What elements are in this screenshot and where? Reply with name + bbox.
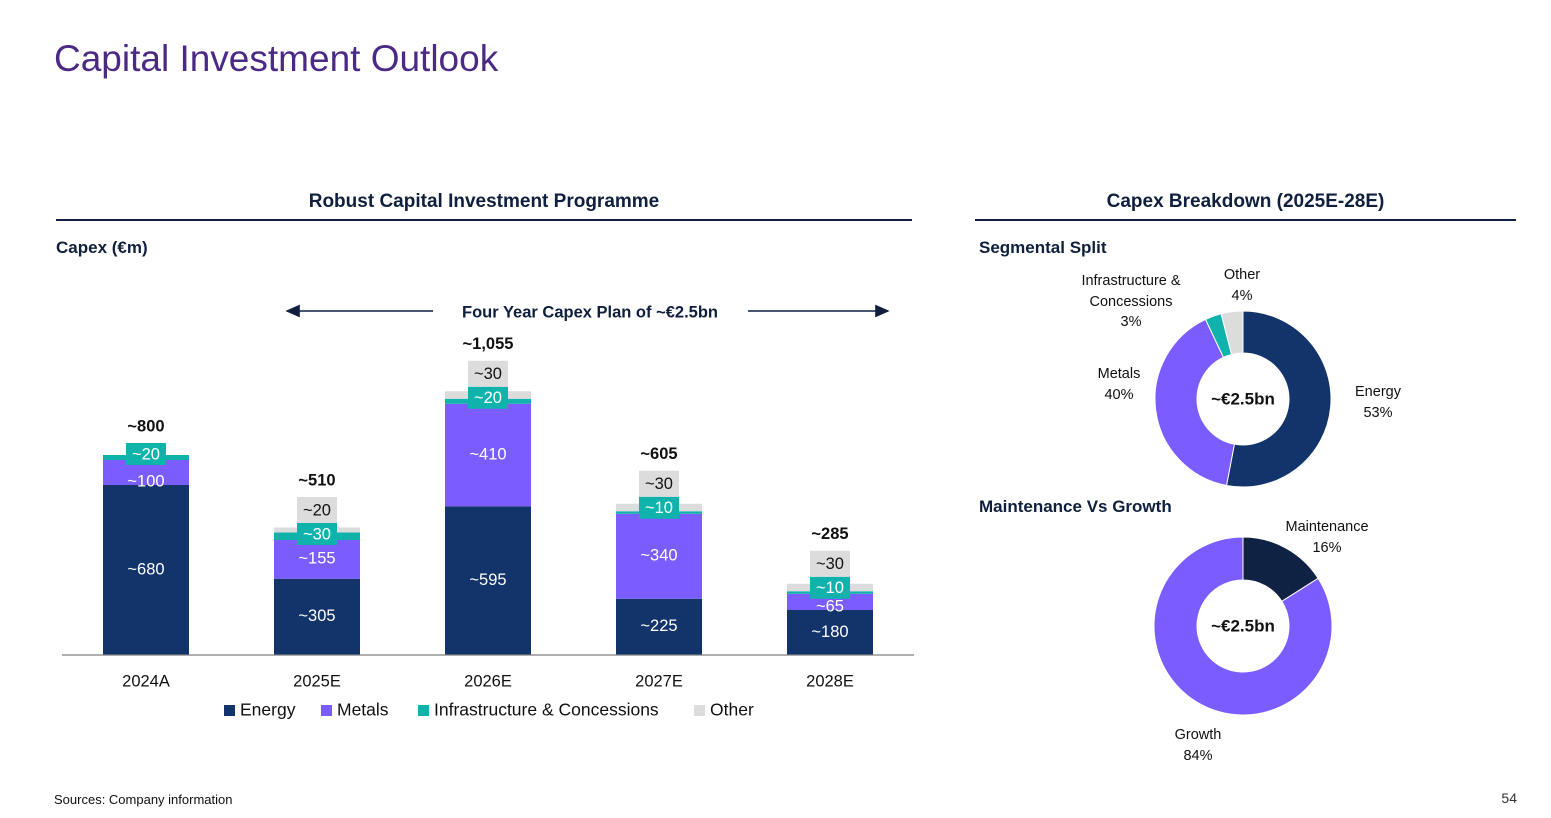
legend-label-metals: Metals xyxy=(337,700,389,720)
page-number: 54 xyxy=(1501,790,1517,806)
label-metals-2025e: ~155 xyxy=(298,550,335,568)
mg-growth-percent: 84% xyxy=(1183,748,1212,764)
infra-label-box-2025e xyxy=(297,523,337,545)
label-energy-2026e: ~595 xyxy=(469,571,506,589)
x-tick-2024a: 2024A xyxy=(122,672,170,690)
other-label-box-2027e xyxy=(639,470,679,497)
label-other-2028e: ~30 xyxy=(816,555,844,573)
segmental-metals-label: Metals xyxy=(1098,366,1141,382)
donut-slice-energy xyxy=(1225,310,1332,488)
infra-label-box-2027e xyxy=(639,496,679,519)
segmental-infra-percent: 3% xyxy=(1121,314,1142,330)
footer-source: Sources: Company information xyxy=(54,792,233,807)
legend-swatch-other xyxy=(694,705,705,716)
other-label-box-2026e xyxy=(468,360,508,387)
bar-energy-2024a xyxy=(103,485,189,655)
infra-label-box-2026e xyxy=(468,386,508,409)
total-label-2027e: ~605 xyxy=(640,445,677,463)
breakdown-heading: Capex Breakdown (2025E-28E) xyxy=(1106,191,1385,212)
x-tick-2027e: 2027E xyxy=(635,672,683,690)
total-label-2026e: ~1,055 xyxy=(463,335,514,353)
total-label-2028e: ~285 xyxy=(811,525,848,543)
label-energy-2028e: ~180 xyxy=(811,623,848,641)
infra-label-box-2028e xyxy=(810,576,850,599)
maintenance-growth-donut: ~€2.5bn Maintenance 16% Growth 84% xyxy=(1153,519,1369,764)
x-tick-2028e: 2028E xyxy=(806,672,854,690)
label-metals-2028e: ~65 xyxy=(816,597,844,615)
segmental-energy-label: Energy xyxy=(1355,384,1402,400)
label-other-2025e: ~20 xyxy=(303,501,331,519)
label-energy-2025e: ~305 xyxy=(298,607,335,625)
segmental-center-label: ~€2.5bn xyxy=(1211,389,1275,408)
label-metals-2027e: ~340 xyxy=(640,547,677,565)
bar-energy-2028e xyxy=(787,610,873,655)
plan-arrow-text: Four Year Capex Plan of ~€2.5bn xyxy=(462,303,718,321)
capex-unit-label: Capex (€m) xyxy=(56,238,148,257)
label-metals-2024a: ~100 xyxy=(127,472,164,490)
label-other-2026e: ~30 xyxy=(474,365,502,383)
bar-chart-heading: Robust Capital Investment Programme xyxy=(308,191,660,212)
other-label-box-2028e xyxy=(810,550,850,577)
label-infra-2027e: ~10 xyxy=(645,499,673,517)
segmental-energy-percent: 53% xyxy=(1363,405,1392,421)
legend-label-energy: Energy xyxy=(240,700,296,720)
x-tick-2026e: 2026E xyxy=(464,672,512,690)
total-label-2025e: ~510 xyxy=(298,471,335,489)
label-metals-2026e: ~410 xyxy=(469,445,506,463)
bar-metals-2028e xyxy=(787,593,873,610)
label-infra-2025e: ~30 xyxy=(303,525,331,543)
legend-label-infra: Infrastructure & Concessions xyxy=(434,700,659,720)
bar-energy-2025e xyxy=(274,578,360,655)
segmental-metals-percent: 40% xyxy=(1104,387,1133,403)
legend-swatch-energy xyxy=(224,705,235,716)
label-energy-2027e: ~225 xyxy=(640,617,677,635)
bar-metals-2027e xyxy=(616,513,702,599)
bar-energy-2026e xyxy=(445,506,531,655)
label-other-2027e: ~30 xyxy=(645,475,673,493)
legend-swatch-infra xyxy=(418,705,429,716)
donut-slice-growth xyxy=(1153,536,1333,716)
segmental-infra-label: Infrastructure & xyxy=(1081,273,1180,289)
stacked-bar-chart: Four Year Capex Plan of ~€2.5bn ~680 ~100… xyxy=(62,303,914,720)
legend-label-other: Other xyxy=(710,700,754,720)
segmental-other-label: Other xyxy=(1224,267,1260,283)
infra-label-box-2024a xyxy=(126,443,166,465)
segmental-other-percent: 4% xyxy=(1232,288,1253,304)
label-infra-2026e: ~20 xyxy=(474,389,502,407)
right-heading-rule xyxy=(975,219,1516,221)
donut-slice-metals xyxy=(1154,318,1235,487)
label-energy-2024a: ~680 xyxy=(127,560,164,578)
page-title: Capital Investment Outlook xyxy=(54,38,499,79)
donut-slice-other xyxy=(1220,310,1244,356)
mg-center-label: ~€2.5bn xyxy=(1211,616,1275,635)
segmental-split-title: Segmental Split xyxy=(979,238,1107,257)
mg-growth-label: Growth xyxy=(1175,727,1222,743)
total-label-2024a: ~800 xyxy=(127,417,164,435)
maintenance-growth-title: Maintenance Vs Growth xyxy=(979,497,1172,516)
mg-maintenance-percent: 16% xyxy=(1312,540,1341,556)
other-label-box-2025e xyxy=(297,497,337,523)
x-tick-2025e: 2025E xyxy=(293,672,341,690)
legend-swatch-metals xyxy=(321,705,332,716)
segmental-infra-label-2: Concessions xyxy=(1089,294,1172,310)
left-heading-rule xyxy=(56,219,912,221)
label-infra-2024a: ~20 xyxy=(132,445,160,463)
label-infra-2028e: ~10 xyxy=(816,579,844,597)
bar-metals-2026e xyxy=(445,403,531,507)
segmental-split-donut: ~€2.5bn Energy 53% Metals 40% Infrastructure … xyxy=(1081,267,1402,488)
bar-metals-2025e xyxy=(274,540,360,579)
bar-energy-2027e xyxy=(616,598,702,655)
mg-maintenance-label: Maintenance xyxy=(1285,519,1368,535)
